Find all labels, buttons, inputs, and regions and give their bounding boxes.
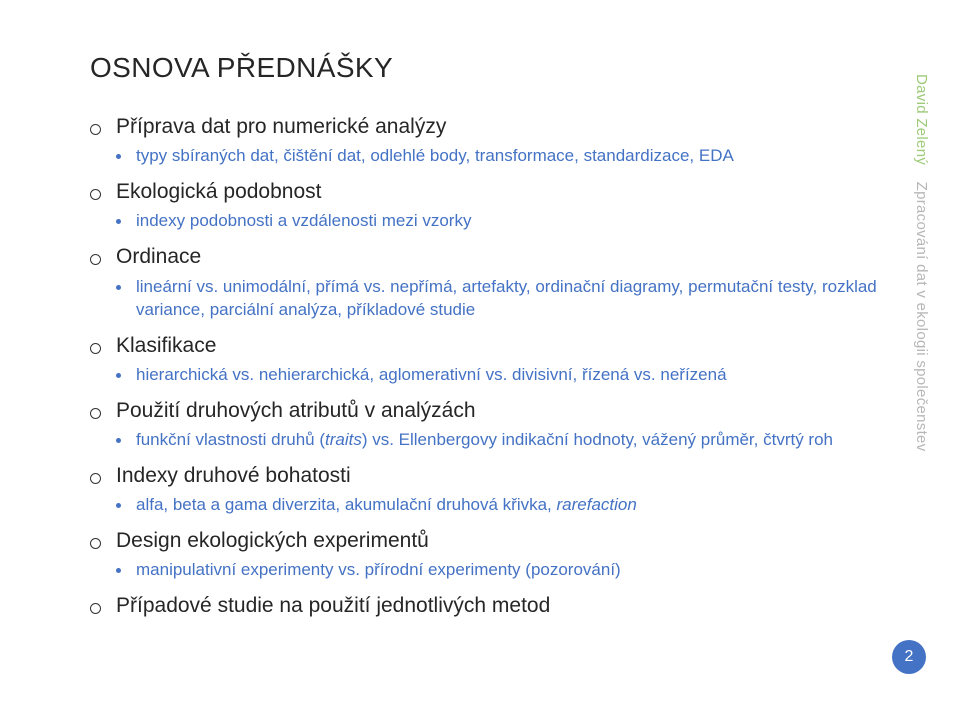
course-subtitle: Zpracování dat v ekologii společenstev	[913, 182, 930, 452]
section-heading: Použití druhových atributů v analýzách	[90, 398, 888, 424]
section-heading: Klasifikace	[90, 333, 888, 359]
section-heading: Ordinace	[90, 244, 888, 270]
section-sub: hierarchická vs. nehierarchická, aglomer…	[116, 364, 888, 387]
outline-list: Příprava dat pro numerické analýzy typy …	[90, 114, 888, 620]
section-heading: Případové studie na použití jednotlivých…	[90, 593, 888, 619]
section-heading: Indexy druhové bohatosti	[90, 463, 888, 489]
author-name: David Zelený	[913, 74, 930, 165]
section-sub: manipulativní experimenty vs. přírodní e…	[116, 559, 888, 582]
section-sub: indexy podobnosti a vzdálenosti mezi vzo…	[116, 210, 888, 233]
section-heading: Ekologická podobnost	[90, 179, 888, 205]
section-sub: alfa, beta a gama diverzita, akumulační …	[116, 494, 888, 517]
section-sub: funkční vlastnosti druhů (traits) vs. El…	[116, 429, 888, 452]
side-text: David Zelený Zpracování dat v ekologii s…	[913, 74, 930, 452]
section-sub: typy sbíraných dat, čištění dat, odlehlé…	[116, 145, 888, 168]
section-heading: Příprava dat pro numerické analýzy	[90, 114, 888, 140]
page-number-badge: 2	[892, 640, 926, 674]
slide-title: OSNOVA PŘEDNÁŠKY	[90, 52, 888, 84]
section-sub: lineární vs. unimodální, přímá vs. nepří…	[116, 276, 888, 322]
slide: OSNOVA PŘEDNÁŠKY Příprava dat pro numeri…	[0, 0, 960, 722]
section-heading: Design ekologických experimentů	[90, 528, 888, 554]
